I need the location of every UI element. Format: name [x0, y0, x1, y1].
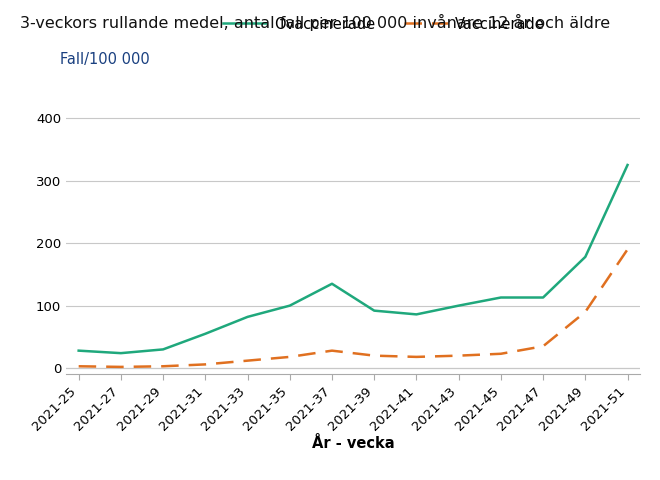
Ovaccinerade	[159, 347, 167, 352]
Vaccinerade	[328, 348, 336, 354]
Vaccinerade	[159, 363, 167, 369]
Ovaccinerade	[624, 162, 632, 168]
Vaccinerade	[75, 363, 82, 369]
Line: Vaccinerade: Vaccinerade	[79, 250, 628, 367]
Vaccinerade	[412, 354, 420, 360]
Vaccinerade	[455, 353, 463, 359]
Ovaccinerade	[370, 308, 378, 313]
X-axis label: År - vecka: År - vecka	[312, 436, 395, 451]
Ovaccinerade	[286, 303, 294, 309]
Vaccinerade	[286, 354, 294, 360]
Ovaccinerade	[117, 350, 125, 356]
Legend: Ovaccinerade, Vaccinerade: Ovaccinerade, Vaccinerade	[217, 11, 550, 37]
Line: Ovaccinerade: Ovaccinerade	[79, 165, 628, 353]
Ovaccinerade	[581, 254, 589, 260]
Ovaccinerade	[497, 295, 505, 300]
Ovaccinerade	[328, 281, 336, 287]
Ovaccinerade	[412, 312, 420, 317]
Ovaccinerade	[244, 314, 251, 320]
Ovaccinerade	[201, 331, 209, 336]
Vaccinerade	[581, 309, 589, 315]
Ovaccinerade	[455, 303, 463, 309]
Vaccinerade	[539, 343, 547, 349]
Vaccinerade	[497, 351, 505, 357]
Text: 3-veckors rullande medel, antal fall per 100 000 invånare 12 år och äldre: 3-veckors rullande medel, antal fall per…	[20, 14, 610, 31]
Ovaccinerade	[539, 295, 547, 300]
Text: Fall/100 000: Fall/100 000	[60, 52, 150, 67]
Vaccinerade	[370, 353, 378, 359]
Vaccinerade	[624, 247, 632, 252]
Vaccinerade	[117, 364, 125, 370]
Vaccinerade	[244, 358, 251, 363]
Vaccinerade	[201, 361, 209, 367]
Ovaccinerade	[75, 348, 82, 354]
